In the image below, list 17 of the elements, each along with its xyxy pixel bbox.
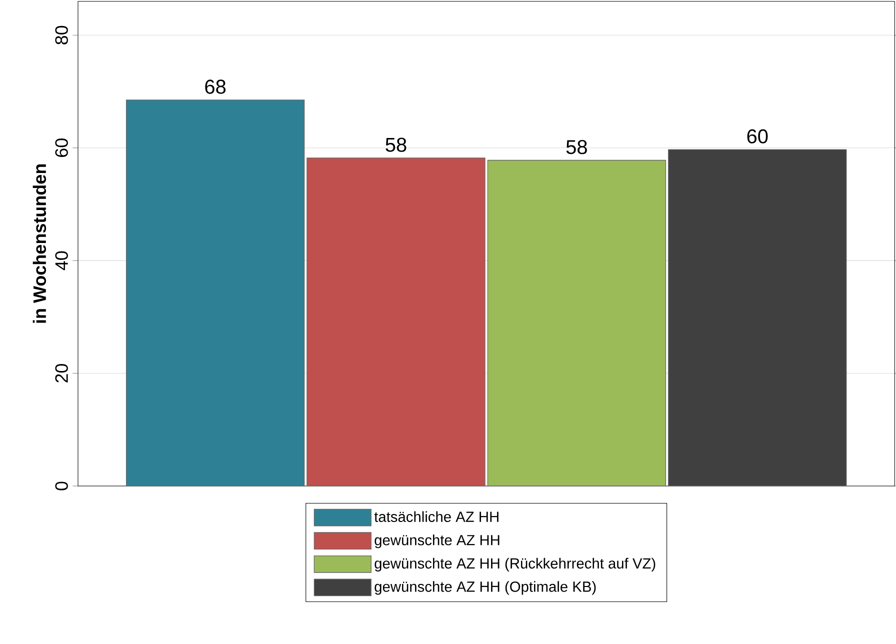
data-label: 58 bbox=[566, 140, 587, 154]
legend-label: tatsächliche AZ HH bbox=[374, 511, 498, 522]
data-label: 68 bbox=[205, 80, 226, 94]
bar bbox=[487, 160, 666, 486]
y-tick-label: 20 bbox=[55, 364, 68, 382]
data-label: 60 bbox=[747, 129, 768, 144]
legend-label: gewünschte AZ HH (Optimale KB) bbox=[374, 581, 596, 595]
y-tick-label: 0 bbox=[55, 482, 68, 490]
legend-label: gewünschte AZ HH bbox=[374, 534, 500, 548]
bar bbox=[126, 100, 305, 486]
bar bbox=[668, 149, 847, 486]
y-axis-title: in Wochenstunden bbox=[32, 164, 46, 323]
y-tick-label: 60 bbox=[55, 138, 68, 157]
legend-label: gewünschte AZ HH (Rückkehrrecht auf VZ) bbox=[374, 558, 656, 572]
data-label: 58 bbox=[386, 138, 406, 152]
y-tick-label: 80 bbox=[55, 26, 68, 44]
y-tick-label: 40 bbox=[55, 251, 68, 270]
